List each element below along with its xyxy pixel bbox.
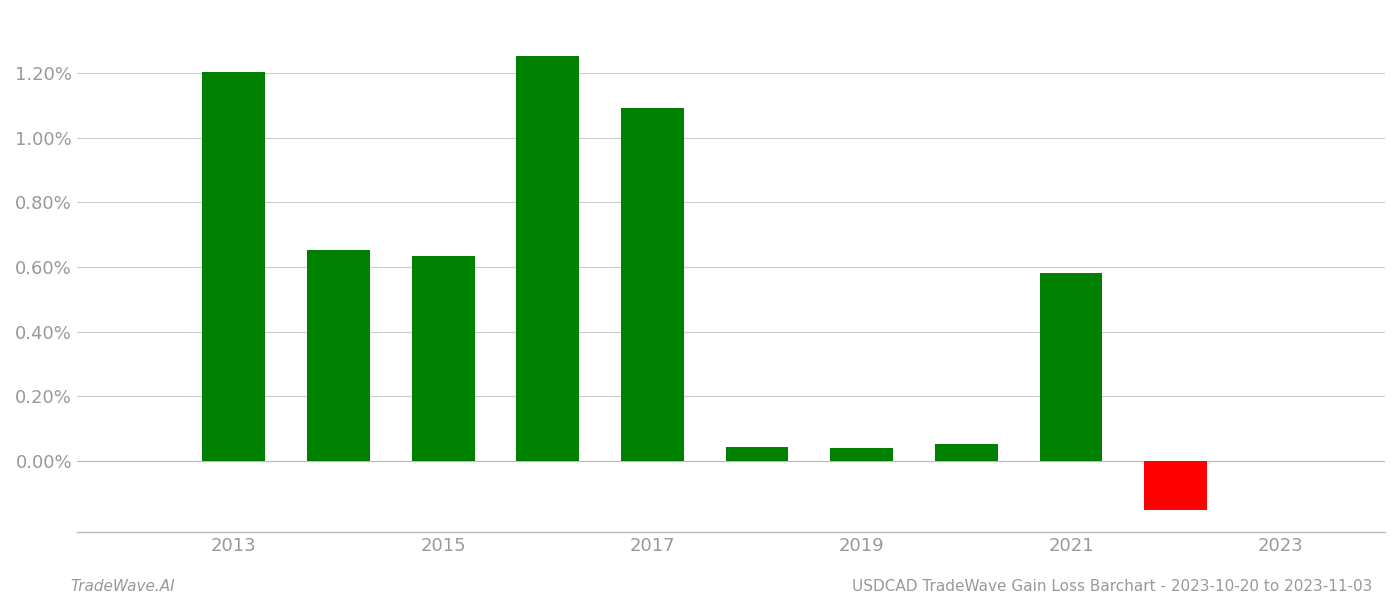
Bar	[412, 256, 475, 461]
Bar	[1040, 273, 1102, 461]
Text: USDCAD TradeWave Gain Loss Barchart - 2023-10-20 to 2023-11-03: USDCAD TradeWave Gain Loss Barchart - 20…	[851, 579, 1372, 594]
Bar	[203, 71, 265, 461]
Bar	[725, 447, 788, 461]
Bar	[830, 448, 893, 461]
Bar	[1144, 461, 1207, 510]
Bar	[935, 444, 998, 461]
Bar	[517, 56, 580, 461]
Bar	[307, 250, 370, 461]
Bar	[622, 108, 683, 461]
Text: TradeWave.AI: TradeWave.AI	[70, 579, 175, 594]
